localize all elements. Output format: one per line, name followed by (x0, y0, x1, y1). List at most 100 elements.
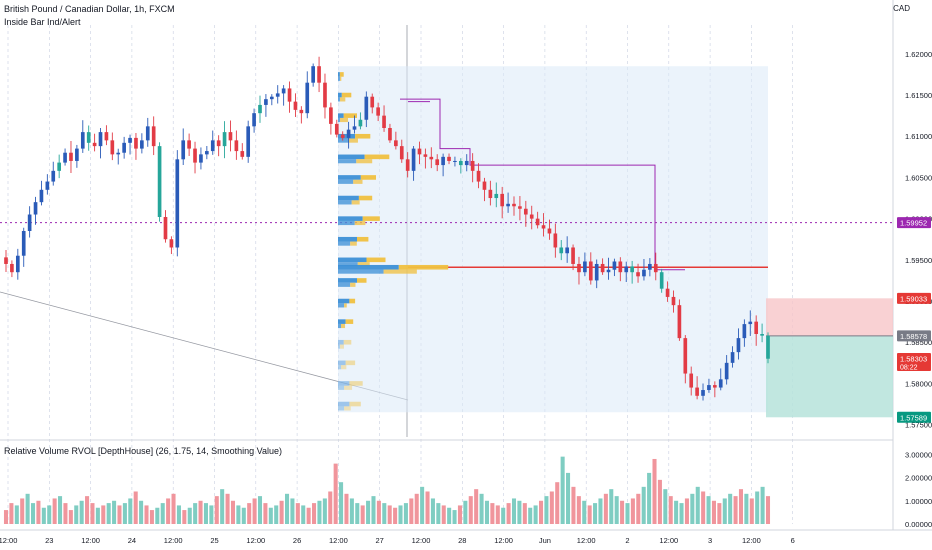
rvol-bar (360, 505, 365, 524)
candle-bear (677, 305, 682, 339)
symbol-title[interactable]: British Pound / Canadian Dollar, 1h, FXC… (4, 4, 175, 14)
vp-row-up (338, 360, 346, 366)
candle-bear (482, 181, 487, 190)
candle-bull (724, 362, 729, 380)
time-tick-label: 12:00 (81, 536, 100, 545)
rvol-tick-label: 3.00000 (905, 450, 932, 459)
candle-bear (547, 228, 552, 234)
vp-row-up (338, 278, 357, 283)
rvol-bar (58, 496, 63, 524)
candle-bear (240, 151, 245, 157)
time-tick-label: Jun (539, 536, 551, 545)
candle-bear (588, 261, 593, 281)
rvol-bar (366, 500, 371, 524)
rvol-bar (598, 498, 603, 524)
candle-bull (116, 152, 121, 155)
vp-row-down (356, 159, 373, 164)
time-tick-label: 12:00 (742, 536, 761, 545)
candle-bull (648, 263, 652, 270)
candle-bear (234, 140, 239, 152)
rvol-bar (711, 500, 716, 524)
candle-bull (80, 132, 85, 149)
candlesticks (4, 56, 770, 401)
rvol-bar (495, 505, 500, 524)
candle-bull (75, 148, 79, 161)
candle-bear (470, 160, 475, 171)
rvol-bar (74, 505, 79, 524)
rvol-bar (555, 482, 560, 524)
time-axis[interactable]: 12:00 23 12:00 24 12:00 25 12:00 26 12:00 27 12:00… (0, 536, 795, 545)
time-tick-label: 25 (210, 536, 218, 545)
rvol-bar (641, 486, 646, 524)
vp-row-up (338, 175, 361, 180)
rvol-bar (749, 498, 754, 524)
candle-bull (27, 214, 32, 231)
candle-bull (453, 160, 457, 162)
rvol-bar (679, 503, 684, 524)
vp-row-down (354, 220, 366, 226)
rvol-bar (106, 503, 111, 524)
rvol-bar (247, 503, 252, 524)
price-tick-label: 1.58000 (905, 379, 932, 388)
vp-row-down (345, 319, 354, 324)
rvol-tick-label: 0.00000 (905, 520, 932, 529)
candle-bull (122, 142, 126, 153)
candle-bear (760, 334, 764, 336)
rvol-bar (474, 489, 479, 524)
vp-row-down (344, 385, 353, 390)
time-tick-label: 2 (625, 536, 629, 545)
rvol-bar (317, 500, 322, 524)
rvol-bar (149, 510, 154, 524)
rvol-bar (9, 503, 14, 524)
rvol-bar (209, 505, 214, 524)
time-tick-label: 28 (458, 536, 466, 545)
rvol-bar (371, 496, 376, 524)
indicator-title[interactable]: Inside Bar Ind/Alert (4, 17, 81, 27)
candle-bear (630, 266, 634, 273)
rvol-bar (41, 507, 46, 524)
rvol-bar (117, 505, 122, 524)
price-marker-label: 1.57589 (900, 413, 927, 422)
position-tool[interactable] (766, 298, 893, 418)
candle-bear (151, 126, 156, 147)
rvol-bar (630, 498, 635, 524)
candle-bull (612, 261, 617, 270)
rvol-bar (220, 489, 225, 524)
vp-row-up (338, 159, 357, 164)
rvol-bar (620, 500, 625, 524)
time-tick-label: 12:00 (246, 536, 265, 545)
volume-profile-range-box (338, 66, 768, 413)
candle-bear (399, 146, 404, 160)
candle-bull (606, 269, 611, 273)
candle-bear (447, 156, 451, 161)
rvol-bar (609, 489, 614, 524)
inside-bar-level-line (400, 98, 685, 271)
rvol-bar (355, 503, 360, 524)
rvol-bar (333, 463, 338, 524)
rvol-bar (387, 505, 392, 524)
price-tick-label: 1.59500 (905, 256, 932, 265)
candle-bear (659, 272, 664, 289)
rvol-bar (701, 491, 706, 524)
rvol-bar (198, 500, 203, 524)
rvol-bar (684, 498, 689, 524)
rvol-bar (728, 493, 733, 524)
candle-bear (317, 66, 321, 83)
candle-bull (718, 379, 723, 388)
rvol-bar (187, 507, 192, 524)
rvol-bar (144, 505, 149, 524)
rvol-title[interactable]: Relative Volume RVOL [DepthHouse] (26, 1… (4, 446, 282, 456)
rvol-bar (241, 507, 246, 524)
vp-row-down (353, 179, 363, 184)
candle-bear (713, 385, 717, 388)
rvol-bar (517, 500, 522, 524)
price-axis[interactable]: 1.620001.615001.610001.605001.600001.595… (905, 50, 932, 529)
candle-bull (281, 88, 286, 94)
rvol-bar (284, 493, 290, 524)
rvol-bar (403, 503, 408, 524)
rvol-bar (420, 486, 425, 524)
candle-bear (69, 152, 73, 161)
vp-row-down (343, 113, 357, 118)
